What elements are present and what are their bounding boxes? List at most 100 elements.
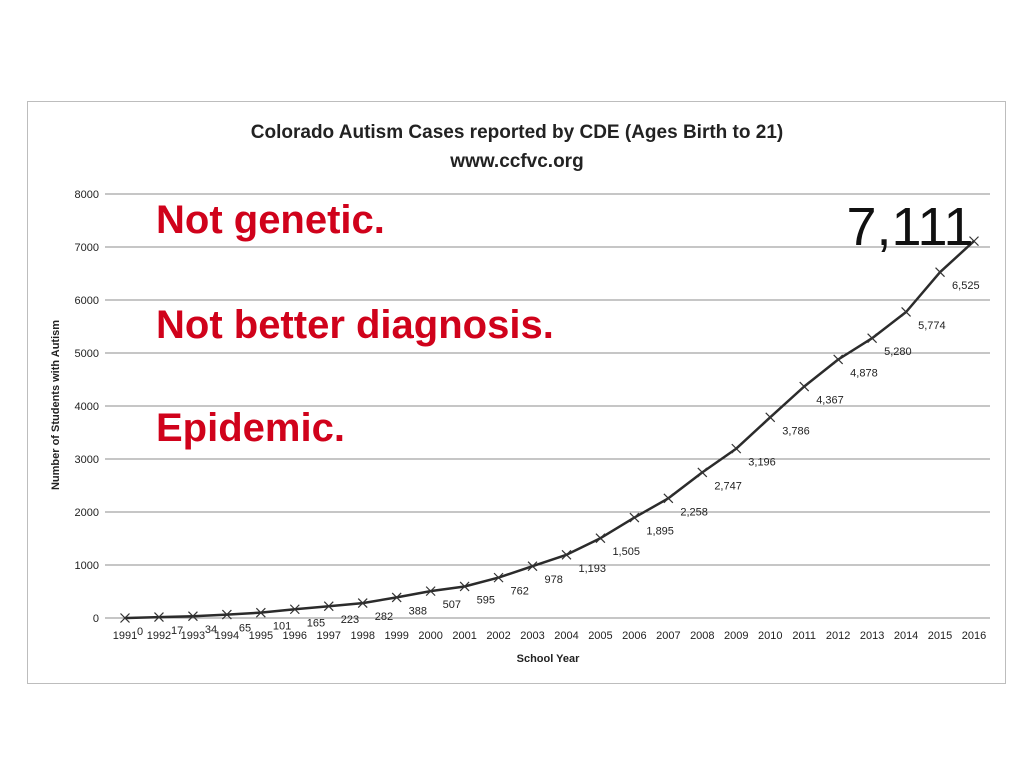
data-label-1993: 34	[205, 624, 217, 636]
data-label-1998: 282	[375, 611, 393, 623]
y-tick-label-3000: 3000	[75, 454, 99, 466]
data-point-markers	[120, 236, 979, 623]
data-point-marker-2008	[697, 467, 708, 478]
x-tick-label-2015: 2015	[928, 630, 952, 642]
data-label-2009: 3,196	[748, 457, 776, 469]
data-label-2008: 2,747	[714, 480, 742, 492]
data-label-1996: 165	[307, 617, 325, 629]
data-point-marker-2010	[765, 412, 776, 423]
y-axis-label: Number of Students with Autism	[50, 320, 62, 490]
data-point-marker-2012	[833, 354, 844, 365]
chart-title: Colorado Autism Cases reported by CDE (A…	[251, 122, 783, 143]
x-tick-label-2012: 2012	[826, 630, 850, 642]
big-value-label: 7,111	[846, 197, 973, 257]
data-point-marker-2009	[731, 443, 742, 454]
x-tick-label-2013: 2013	[860, 630, 884, 642]
data-point-marker-2005	[595, 533, 606, 544]
y-tick-label-8000: 8000	[75, 189, 99, 201]
x-tick-label-2000: 2000	[418, 630, 442, 642]
data-point-marker-2007	[663, 493, 674, 504]
x-tick-label-2016: 2016	[962, 630, 986, 642]
x-tick-label-1997: 1997	[317, 630, 341, 642]
y-tick-label-7000: 7000	[75, 242, 99, 254]
x-tick-label-2007: 2007	[656, 630, 680, 642]
x-tick-label-1999: 1999	[384, 630, 408, 642]
y-tick-label-2000: 2000	[75, 507, 99, 519]
y-tick-label-0: 0	[93, 613, 99, 625]
data-label-1995: 101	[273, 621, 291, 633]
y-tick-label-5000: 5000	[75, 348, 99, 360]
data-point-marker-1994	[221, 609, 232, 620]
x-tick-label-2009: 2009	[724, 630, 748, 642]
x-tick-label-2002: 2002	[486, 630, 510, 642]
data-point-marker-2002	[493, 572, 504, 583]
data-label-2007: 2,258	[680, 506, 708, 518]
x-tick-label-2004: 2004	[554, 630, 578, 642]
data-label-2011: 4,367	[816, 395, 844, 407]
x-tick-label-1998: 1998	[350, 630, 374, 642]
x-tick-label-2006: 2006	[622, 630, 646, 642]
x-axis-label: School Year	[517, 653, 580, 665]
data-label-2002: 762	[511, 586, 529, 598]
data-point-marker-2003	[527, 561, 538, 572]
x-tick-label-2003: 2003	[520, 630, 544, 642]
x-tick-label-2010: 2010	[758, 630, 782, 642]
data-point-marker-1996	[289, 604, 300, 615]
data-point-marker-1999	[391, 592, 402, 603]
x-axis-ticks: 1991 1992 1993 1994 1995 1996 1997 1998 1999 2000…	[113, 630, 986, 642]
data-point-marker-2014	[901, 307, 912, 317]
data-label-2012: 4,878	[850, 367, 878, 379]
data-label-2014: 5,774	[918, 320, 946, 332]
series-line	[124, 240, 975, 620]
x-tick-label-1991: 1991	[113, 630, 137, 642]
data-label-2013: 5,280	[884, 346, 912, 358]
chart-frame	[27, 101, 1006, 684]
data-label-1991: 0	[137, 626, 143, 638]
y-tick-label-1000: 1000	[75, 560, 99, 572]
data-label-2005: 1,505	[612, 546, 640, 558]
data-point-marker-2013	[867, 333, 878, 344]
data-point-marker-2000	[425, 586, 436, 597]
x-tick-label-1995: 1995	[249, 630, 273, 642]
x-tick-label-2005: 2005	[588, 630, 612, 642]
data-labels: 0 17 34 65 101 165 223 282 388 507 595 762 978 1,193 1…	[137, 280, 980, 638]
data-point-marker-2001	[459, 581, 470, 592]
annotation-epidemic: Epidemic.	[156, 406, 345, 450]
gridlines	[105, 193, 990, 619]
x-tick-label-1996: 1996	[283, 630, 307, 642]
data-label-2004: 1,193	[578, 563, 606, 575]
data-point-marker-2011	[799, 381, 810, 392]
data-point-marker-1997	[323, 601, 334, 612]
data-label-2000: 507	[443, 599, 461, 611]
y-tick-label-4000: 4000	[75, 401, 99, 413]
data-point-marker-1991	[120, 613, 130, 623]
data-label-2001: 595	[477, 594, 495, 606]
data-point-marker-2004	[561, 549, 572, 560]
data-label-2003: 978	[545, 574, 563, 586]
data-label-1994: 65	[239, 623, 251, 635]
data-point-marker-1993	[187, 611, 198, 622]
data-label-2010: 3,786	[782, 425, 810, 437]
x-tick-label-1992: 1992	[147, 630, 171, 642]
data-label-1997: 223	[341, 614, 359, 626]
x-tick-label-1994: 1994	[215, 630, 239, 642]
x-tick-label-2011: 2011	[792, 630, 816, 642]
y-tick-label-6000: 6000	[75, 295, 99, 307]
x-tick-label-2014: 2014	[894, 630, 918, 642]
data-point-marker-1992	[154, 612, 164, 623]
x-tick-label-2008: 2008	[690, 630, 714, 642]
data-label-2015: 6,525	[952, 280, 980, 292]
data-label-1999: 388	[409, 605, 427, 617]
data-point-marker-1995	[255, 607, 266, 618]
x-tick-label-2001: 2001	[452, 630, 476, 642]
chart-subtitle: www.ccfvc.org	[449, 151, 583, 172]
data-point-marker-2016	[969, 236, 979, 247]
annotation-not-genetic: Not genetic.	[156, 198, 385, 242]
annotation-not-better-diagnosis: Not better diagnosis.	[156, 303, 554, 347]
data-point-marker-2015	[935, 267, 945, 278]
data-point-marker-2006	[629, 512, 640, 523]
data-label-2006: 1,895	[646, 526, 674, 538]
x-tick-label-1993: 1993	[181, 630, 205, 642]
data-label-1992: 17	[171, 625, 183, 637]
